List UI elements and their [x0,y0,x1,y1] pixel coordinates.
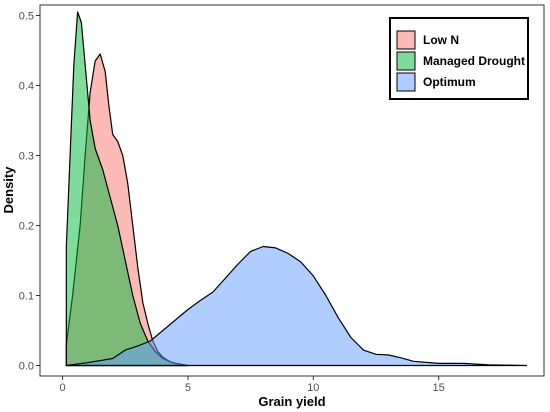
legend-key-managed-drought [396,51,416,71]
legend-key-low-n [396,30,416,50]
y-tick-label: 0.5 [19,11,34,23]
x-axis-title: Grain yield [258,394,325,409]
y-tick-label: 0.0 [19,361,34,373]
legend: Low N Managed Drought Optimum [389,17,529,100]
y-tick-label: 0.4 [19,81,34,93]
area-optimum [65,245,528,367]
y-tick-label: 0.1 [19,291,34,303]
legend-label-managed-drought: Managed Drought [423,54,525,68]
x-tick-label: 15 [433,382,445,394]
x-tick-label: 5 [185,382,191,394]
plot-panel-border [39,4,545,377]
x-axis-ticks: 0 5 10 15 [60,376,445,394]
y-tick-label: 0.3 [19,151,34,163]
legend-label-optimum: Optimum [423,75,476,89]
y-axis-ticks: 0.0 0.1 0.2 0.3 0.4 0.5 [19,11,40,373]
density-areas [65,11,528,367]
legend-label-low-n: Low N [423,33,459,47]
y-tick-label: 0.2 [19,221,34,233]
x-tick-label: 0 [60,382,66,394]
x-tick-label: 10 [307,382,319,394]
y-axis-title: Density [1,166,16,214]
legend-key-optimum [396,72,416,92]
